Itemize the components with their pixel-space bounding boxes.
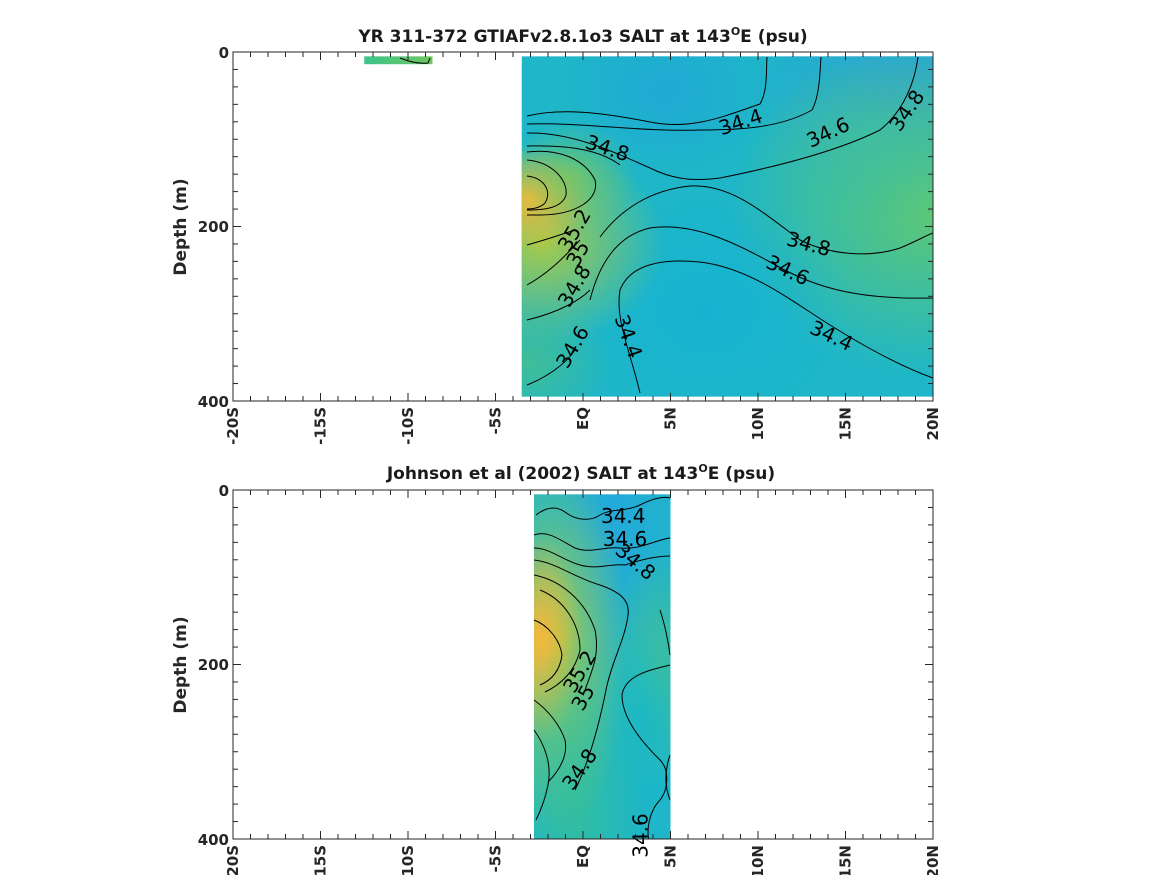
- bottom-y-tick-label: 200: [198, 656, 229, 674]
- top-contour-line: [526, 150, 597, 216]
- contour-label: 34.6: [629, 813, 653, 858]
- x-tick-label: -10S: [399, 407, 417, 445]
- bottom-title-suffix: E (psu): [708, 464, 775, 484]
- bottom-contour-line: [533, 574, 598, 691]
- top-salinity-field: [364, 56, 933, 397]
- bottom-tick-marks: [232, 489, 934, 840]
- x-tick-label: -10S: [399, 845, 417, 875]
- top-title-prefix: YR 311-372 GTIAFv2.8.1o3 SALT at 143: [357, 27, 730, 47]
- top-contour-line: [399, 57, 431, 64]
- x-tick-label: 20N: [924, 845, 942, 875]
- top-contour-line: [526, 175, 549, 210]
- top-contour-line: [526, 56, 822, 131]
- top-contour-line: [526, 289, 591, 321]
- top-contour-line: [618, 260, 933, 394]
- x-tick-label: -15S: [312, 407, 330, 445]
- top-panel: 34.4 34.6 34.834.834.834.634.435.23534.834…: [171, 25, 942, 445]
- bottom-y-tick-label: 400: [198, 831, 229, 849]
- x-tick-label: 15N: [837, 407, 855, 440]
- top-contour-line: [589, 226, 933, 301]
- top-x-tick-labels: -20S -15S -10S -5S EQ 5N 10N 15N 20N: [224, 407, 942, 445]
- bottom-contour-line: [533, 699, 567, 783]
- top-contour-line: [526, 145, 621, 166]
- top-title-superscript: O: [731, 25, 740, 38]
- bottom-contour-lines: [533, 497, 671, 839]
- top-contour-line: [526, 349, 576, 386]
- top-title-suffix: E (psu): [740, 27, 807, 47]
- top-contour-line: [526, 56, 768, 125]
- bottom-salinity-field: [534, 494, 671, 839]
- top-contour-lines: [399, 56, 933, 394]
- top-tick-marks: [232, 51, 934, 402]
- bottom-y-axis-label: Depth (m): [171, 616, 191, 713]
- top-y-tick-label: 0: [219, 44, 229, 62]
- top-y-axis-label: Depth (m): [171, 178, 191, 275]
- x-tick-label: 10N: [749, 845, 767, 875]
- bottom-title-superscript: O: [698, 462, 707, 475]
- bottom-contour-line: [539, 589, 581, 693]
- bottom-contour-line: [535, 497, 671, 520]
- bottom-contour-line: [621, 664, 671, 839]
- bottom-contour-line: [533, 619, 563, 686]
- top-field-patch: [364, 56, 433, 65]
- bottom-title: Johnson et al (2002) SALT at 143OE (psu): [386, 462, 775, 484]
- bot-field-shade: [534, 494, 671, 839]
- top-title: YR 311-372 GTIAFv2.8.1o3 SALT at 143OE (…: [357, 25, 807, 47]
- bottom-contour-line: [665, 754, 671, 801]
- bottom-contour-line: [533, 533, 671, 551]
- bottom-y-tick-label: 0: [219, 482, 229, 500]
- top-contour-line: [526, 239, 581, 286]
- top-contour-line: [526, 229, 576, 246]
- top-y-tick-label: 200: [198, 218, 229, 236]
- x-tick-label: EQ: [574, 845, 592, 868]
- contour-label: 34.4: [601, 504, 646, 528]
- contour-label: 34.6: [603, 527, 648, 551]
- x-tick-label: 15N: [837, 845, 855, 875]
- x-tick-label: -5S: [487, 845, 505, 872]
- x-tick-label: 5N: [662, 407, 680, 430]
- top-y-tick-label: 400: [198, 393, 229, 411]
- x-tick-label: -15S: [312, 845, 330, 875]
- bottom-contour-line: [659, 609, 671, 656]
- x-tick-label: 10N: [749, 407, 767, 440]
- bottom-x-tick-labels: -20S -15S -10S -5S EQ 5N 10N 15N 20N: [224, 845, 942, 875]
- bottom-contour-line: [533, 729, 550, 821]
- x-tick-label: -20S: [224, 845, 242, 875]
- x-tick-label: 20N: [924, 407, 942, 440]
- bottom-title-prefix: Johnson et al (2002) SALT at 143: [386, 464, 699, 484]
- bottom-contour-line: [533, 559, 629, 791]
- top-contour-line: [526, 159, 567, 211]
- bottom-contour-line: [533, 547, 671, 568]
- top-contour-line: [599, 185, 933, 255]
- x-tick-label: EQ: [574, 407, 592, 430]
- x-tick-label: 5N: [662, 845, 680, 868]
- x-tick-label: -5S: [487, 407, 505, 434]
- top-contour-line: [526, 56, 919, 181]
- x-tick-label: -20S: [224, 407, 242, 445]
